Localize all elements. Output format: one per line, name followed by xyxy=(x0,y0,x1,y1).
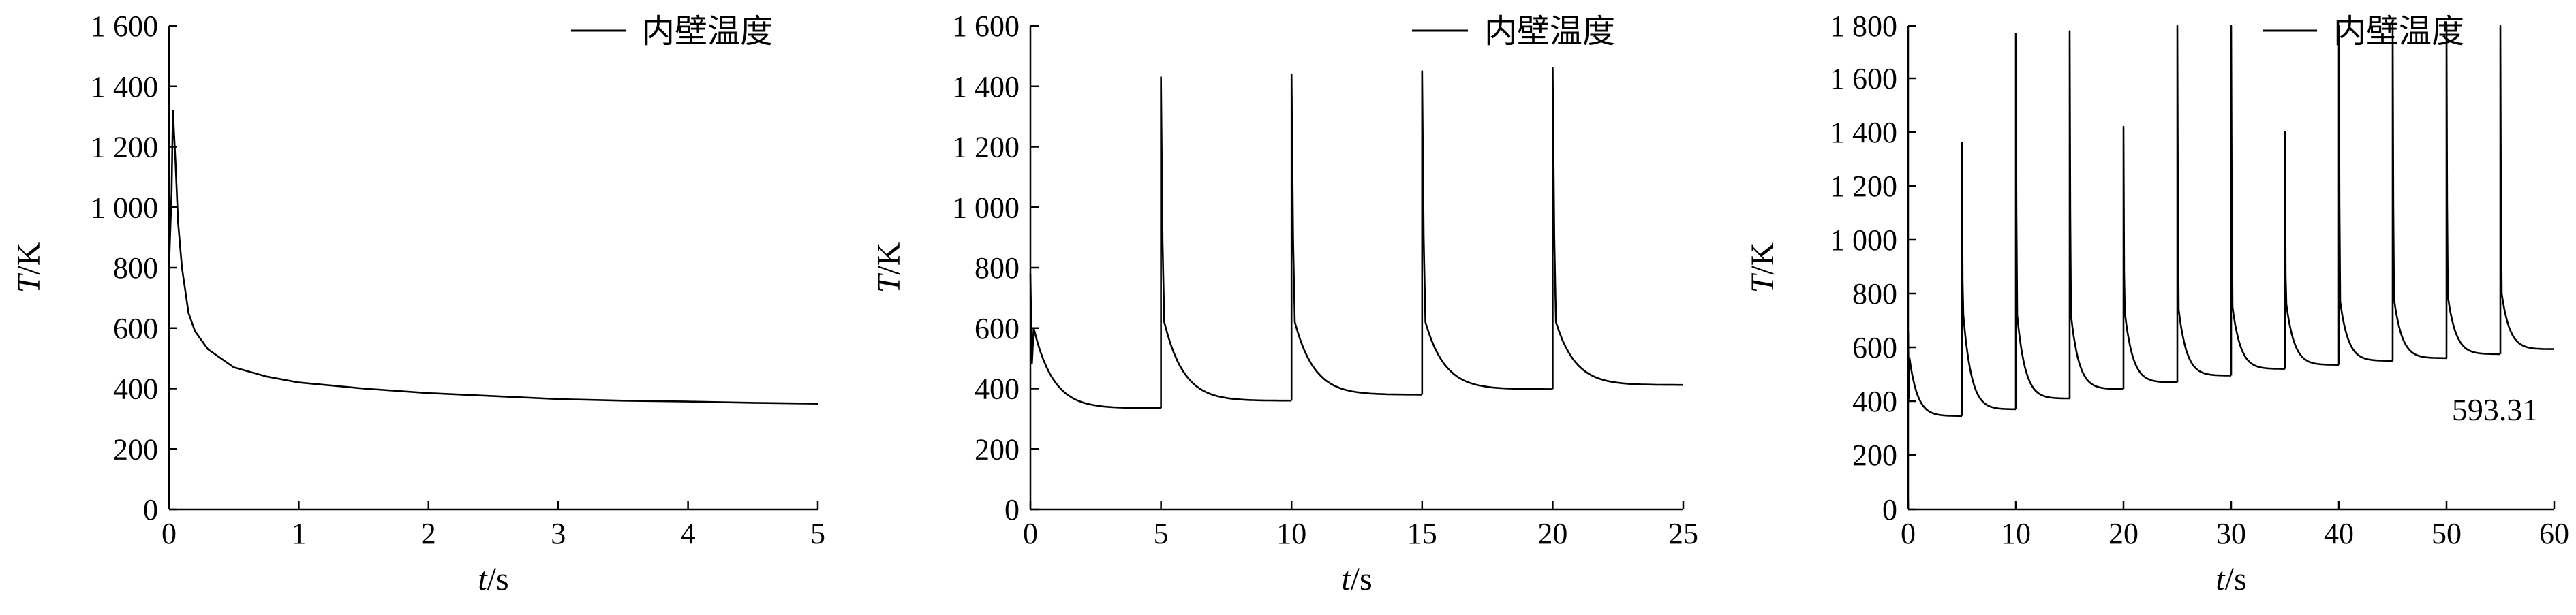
x-axis-label: t/s xyxy=(478,561,508,597)
y-tick-label: 1 600 xyxy=(1830,62,1897,95)
annotation-label: 593.31 xyxy=(2452,392,2539,427)
x-tick-label: 4 xyxy=(681,517,696,550)
series-line-1-segment-1 xyxy=(1029,273,1161,409)
x-tick-label: 10 xyxy=(2001,517,2031,550)
y-tick-label: 600 xyxy=(113,312,158,345)
y-tick-label: 0 xyxy=(1882,493,1897,526)
y-tick-label: 800 xyxy=(1852,277,1897,311)
y-tick-label: 400 xyxy=(113,373,158,406)
y-axis-label: T/K xyxy=(11,242,47,293)
y-tick-label: 0 xyxy=(143,493,158,526)
y-tick-label: 400 xyxy=(1852,385,1897,418)
y-tick-label: 1 000 xyxy=(91,191,158,224)
x-tick-label: 20 xyxy=(1537,517,1567,550)
x-tick-label: 3 xyxy=(551,517,566,550)
x-tick-label: 1 xyxy=(291,517,306,550)
series-line-1-segment-1 xyxy=(1907,331,1962,417)
chart-panel-2: 0 200 400 600 800 1 000 1 200 1 400 1 600 0 5 10 15 2… xyxy=(871,10,1698,597)
y-tick-label: 200 xyxy=(1852,439,1897,472)
y-tick-label: 1 000 xyxy=(952,191,1019,224)
x-tick-label: 0 xyxy=(1023,517,1038,550)
series-line-1-segment-4 xyxy=(1421,70,1553,395)
x-tick-label: 20 xyxy=(2109,517,2138,550)
x-tick-label: 30 xyxy=(2216,517,2246,550)
y-tick-label: 1 600 xyxy=(952,10,1019,43)
y-tick-label: 1 200 xyxy=(952,131,1019,164)
legend-label: 内壁温度 xyxy=(2333,14,2464,50)
legend-label: 内壁温度 xyxy=(1484,14,1615,50)
x-tick-label: 15 xyxy=(1407,517,1437,550)
chart-panel-3: 0 200 400 600 800 1 000 1 200 1 400 1 600 1 800 0 1… xyxy=(1745,10,2569,597)
y-tick-label: 200 xyxy=(975,432,1019,466)
series-line-1-segment-3 xyxy=(1290,73,1422,401)
x-axis-label: t/s xyxy=(1341,561,1372,597)
legend-label: 内壁温度 xyxy=(642,14,773,50)
series-line-1-segment-12 xyxy=(2499,25,2554,354)
series-line-1-segment-11 xyxy=(2445,25,2500,358)
x-tick-label: 5 xyxy=(810,517,825,550)
y-tick-label: 600 xyxy=(975,312,1019,345)
y-tick-label: 800 xyxy=(975,251,1019,285)
series-line-1-segment-2 xyxy=(1160,76,1292,409)
series-line-1-segment-8 xyxy=(2284,131,2339,369)
y-tick-label: 400 xyxy=(975,373,1019,406)
series-line-1-segment-3 xyxy=(2014,33,2070,409)
x-tick-label: 5 xyxy=(1154,517,1169,550)
y-tick-label: 1 800 xyxy=(1830,10,1897,43)
series-line-1-segment-9 xyxy=(2337,25,2393,365)
series-line-1-segment-6 xyxy=(2176,25,2231,383)
series-line-1-segment-5 xyxy=(1552,67,1683,390)
series-line-1-segment-2 xyxy=(1961,142,2017,416)
y-tick-label: 600 xyxy=(1852,331,1897,364)
y-tick-label: 1 400 xyxy=(952,70,1019,104)
x-axis-label: t/s xyxy=(2215,561,2246,597)
series-line-1-segment-5 xyxy=(2122,125,2178,390)
series-line-1-segment-7 xyxy=(2230,25,2285,376)
x-tick-label: 0 xyxy=(162,517,177,550)
y-tick-label: 1 000 xyxy=(1830,223,1897,257)
y-tick-label: 1 400 xyxy=(1830,116,1897,149)
chart-panel-1: 0 200 400 600 800 1 000 1 200 1 400 1 600 0 1 2 3 4 5 t… xyxy=(11,10,825,597)
x-tick-label: 50 xyxy=(2432,517,2462,550)
y-tick-label: 800 xyxy=(113,251,158,285)
x-tick-label: 0 xyxy=(1901,517,1916,550)
series-line-1-segment-1 xyxy=(168,110,818,405)
y-tick-label: 1 200 xyxy=(1830,170,1897,203)
x-tick-label: 2 xyxy=(421,517,436,550)
series-line-1-segment-4 xyxy=(2068,30,2123,398)
y-tick-label: 1 200 xyxy=(91,131,158,164)
x-tick-label: 40 xyxy=(2324,517,2354,550)
x-tick-label: 25 xyxy=(1668,517,1698,550)
y-tick-label: 0 xyxy=(1005,493,1019,526)
series-line-1-segment-10 xyxy=(2391,25,2447,361)
y-axis-label: T/K xyxy=(871,242,907,293)
y-tick-label: 1 600 xyxy=(91,10,158,43)
y-tick-label: 1 400 xyxy=(91,70,158,104)
y-axis-label: T/K xyxy=(1745,242,1781,293)
y-tick-label: 200 xyxy=(113,432,158,466)
x-tick-label: 10 xyxy=(1276,517,1306,550)
x-tick-label: 60 xyxy=(2539,517,2569,550)
